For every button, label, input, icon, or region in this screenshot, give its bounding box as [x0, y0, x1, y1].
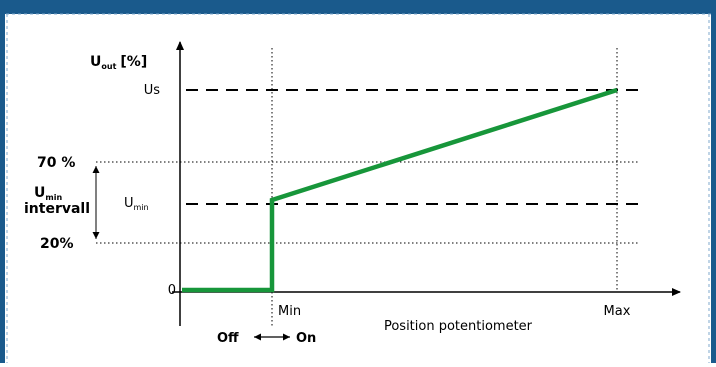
- frame-left-band: [0, 0, 5, 363]
- frame-right-band: [711, 0, 716, 363]
- off-label: Off: [217, 331, 239, 346]
- frame-top-band: [0, 0, 716, 14]
- y-axis-label-sub: out: [101, 62, 116, 71]
- label-20: 20%: [40, 236, 74, 252]
- y-axis-label-unit: [%]: [120, 54, 147, 70]
- interval-sub: min: [45, 193, 62, 202]
- x-max-label: Max: [604, 304, 631, 319]
- y-axis-label: Uout [%]: [90, 54, 147, 71]
- x-axis-title: Position potentiometer: [384, 319, 533, 334]
- interval-label-top: Umin: [34, 185, 62, 202]
- interval-main: U: [34, 185, 45, 201]
- level-zero-label: 0: [168, 283, 176, 298]
- output-curve: [182, 87, 618, 293]
- level-umin-label: Umin: [124, 196, 149, 212]
- y-axis-label-main: U: [90, 54, 101, 70]
- level-umin-sub: min: [134, 203, 149, 212]
- x-min-label: Min: [278, 304, 301, 319]
- level-umin-main: U: [124, 196, 134, 211]
- on-label: On: [296, 331, 316, 346]
- interval-word: intervall: [24, 201, 90, 217]
- level-us-label: Us: [144, 83, 161, 98]
- label-70: 70 %: [37, 155, 75, 171]
